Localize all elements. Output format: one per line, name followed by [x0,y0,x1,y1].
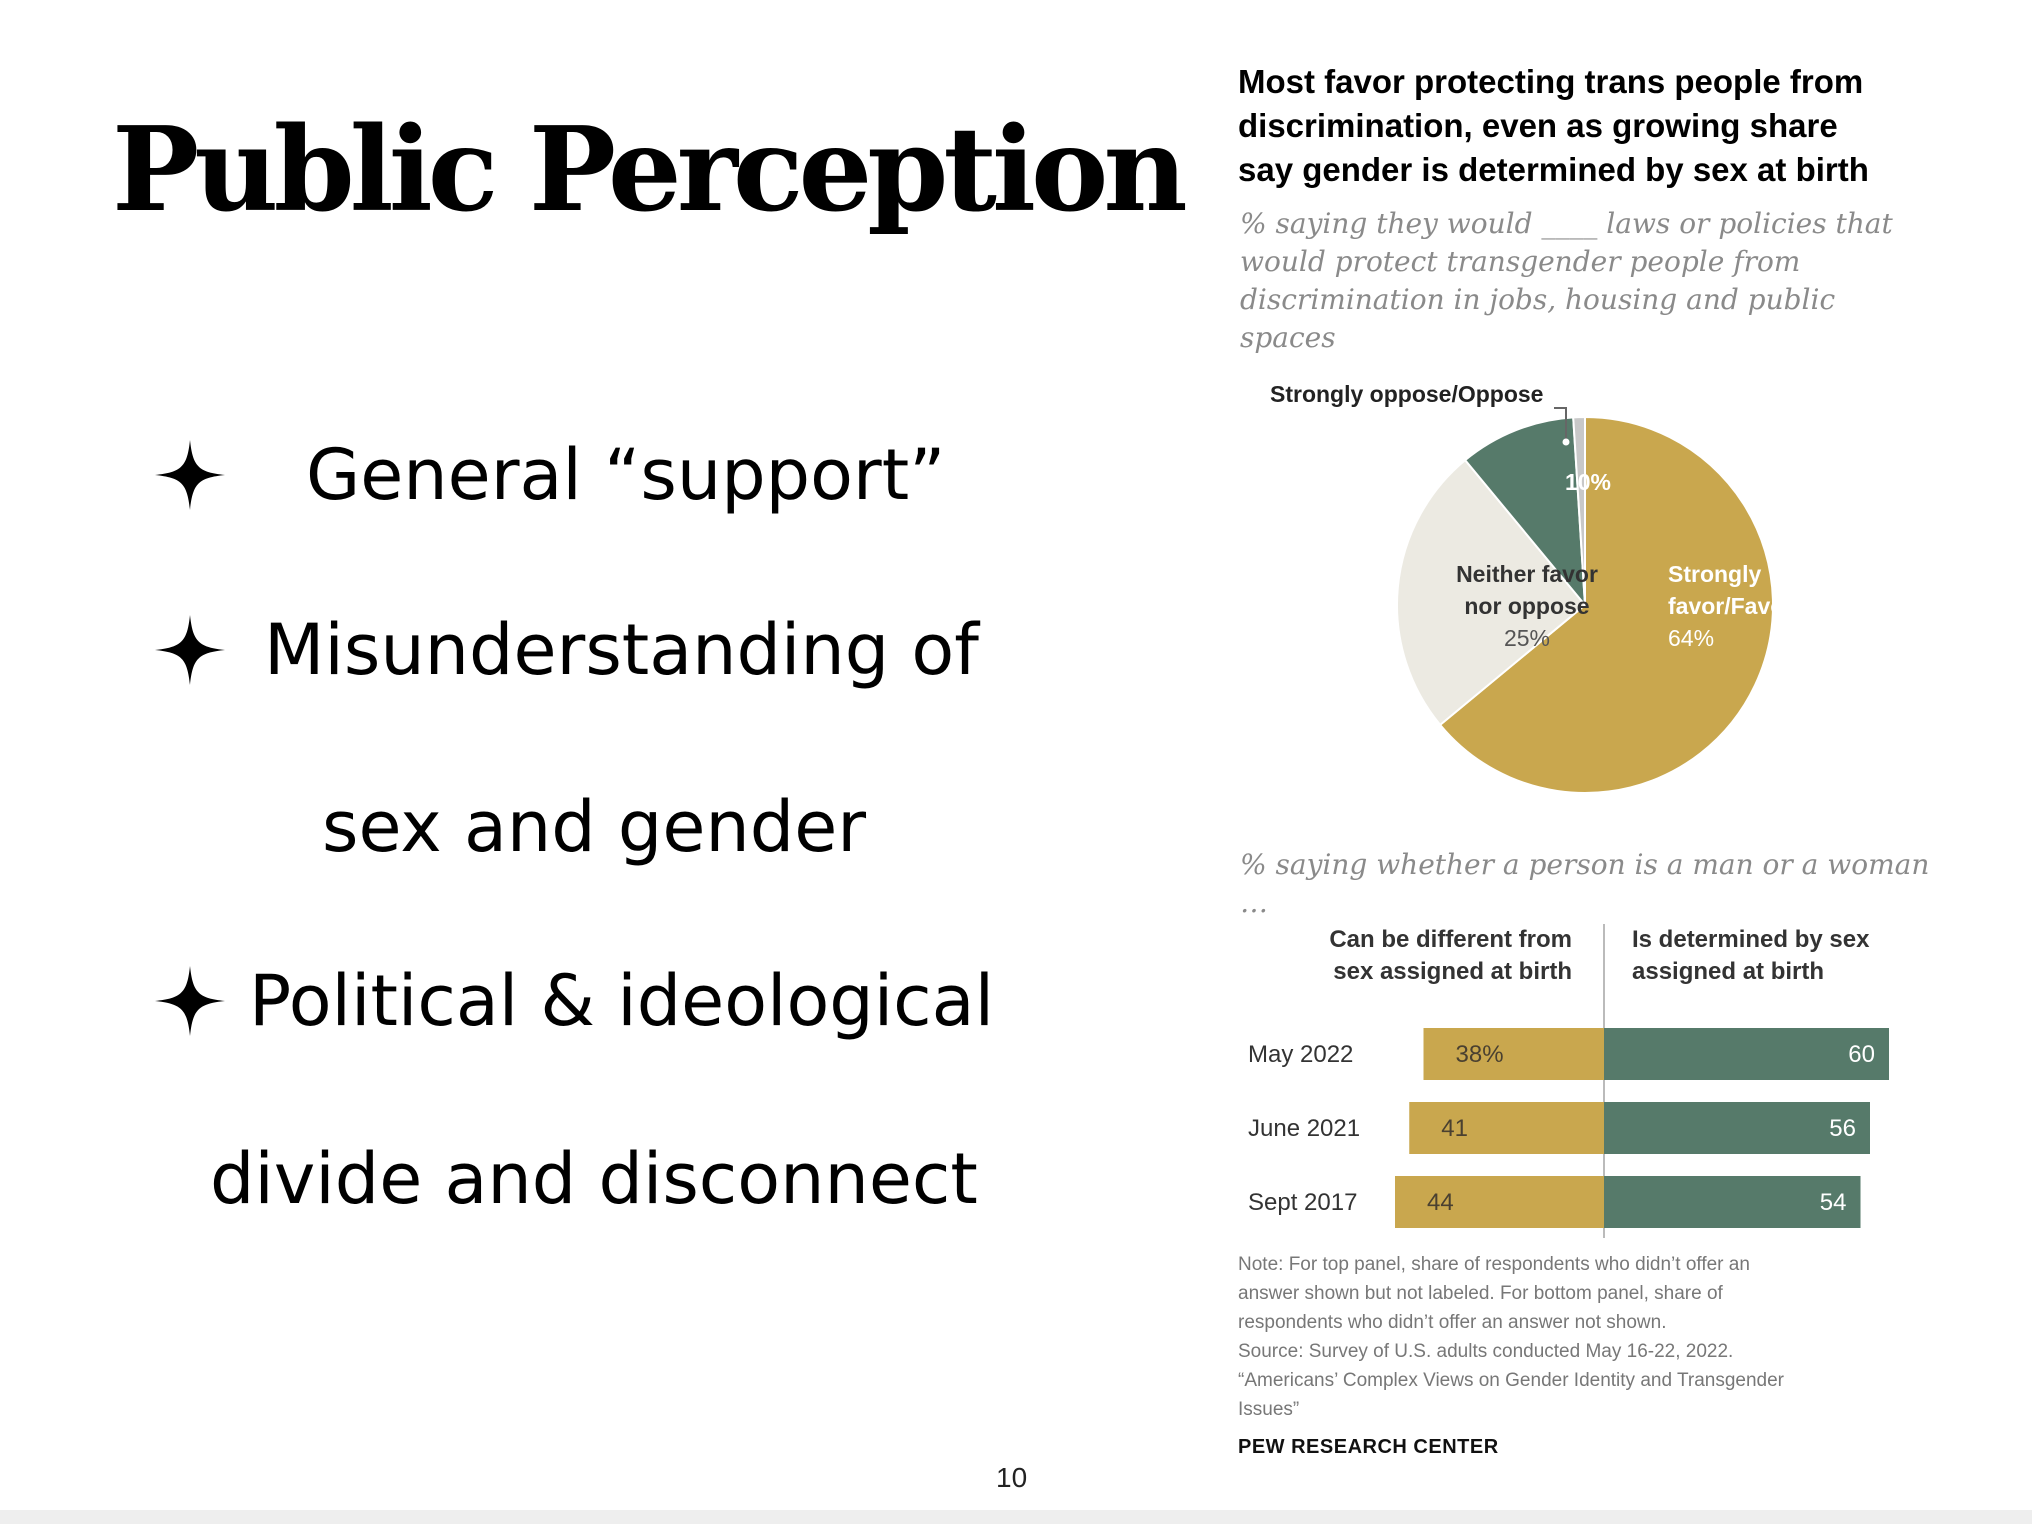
bar-right [1604,1028,1889,1080]
bullet-2-continuation: sex and gender [322,786,867,868]
star-bullet-icon [155,440,225,510]
bar-subtitle: % saying whether a person is a man or a … [1240,848,1930,919]
pie-subtitle-line: would protect transgender people from [1240,245,1801,278]
chart-title-line: discrimination, even as growing share [1238,107,1838,144]
bar-left-value: 41 [1441,1115,1468,1142]
note-line: Note: For top panel, share of respondent… [1238,1254,1750,1275]
pie-label-favor-2: favor/Favor [1668,593,1793,619]
leader-dot [1562,438,1570,446]
bullet-3-continuation: divide and disconnect [210,1138,978,1220]
star-bullet-icon [155,966,225,1036]
bar-header-left: Can be different from sex assigned at bi… [1296,924,1572,988]
note-line: answer shown but not labeled. For bottom… [1238,1283,1723,1304]
footer-bar [0,1510,2032,1524]
diverging-bar-chart: May 2022 38% 60 June 2021 41 56 Sept 2017 44 54 [1248,924,1889,1238]
bar-row-label: June 2021 [1248,1115,1360,1142]
bar-left [1423,1028,1604,1080]
pie-label-favor-1: Strongly [1668,561,1761,587]
bar-left [1409,1102,1604,1154]
note-line: Issues” [1238,1399,1300,1420]
note-line: Source: Survey of U.S. adults conducted … [1238,1341,1734,1362]
pie-slice-favor [1438,415,1774,794]
chart-title: Most favor protecting trans people from … [1238,60,1918,192]
bar-right [1604,1176,1861,1228]
chart-title-line: Most favor protecting trans people from [1238,63,1864,100]
bar-right-value: 60 [1848,1041,1875,1068]
slide-title: Public Perception [112,102,1188,238]
bar-header-right: Is determined by sex assigned at birth [1632,924,1922,988]
pie-slice-oppose [1463,416,1587,609]
pie-slice-no-answer [1572,415,1586,606]
pie-label-neither-2: nor oppose [1464,593,1589,619]
bar-header-left-line: Can be different from [1329,926,1572,953]
pie-label-neither-1: Neither favor [1456,561,1598,587]
pie-value-favor: 64% [1668,625,1714,651]
bar-right-value: 56 [1829,1115,1856,1142]
note-line: respondents who didn’t offer an answer n… [1238,1312,1667,1333]
bullet-1-text: General “support” [306,434,946,516]
bar-header-right-line: assigned at birth [1632,958,1825,985]
pie-subtitle-line: discrimination in jobs, housing and publ… [1240,283,1836,354]
pie-value-neither: 25% [1504,625,1550,651]
bar-left-value: 38% [1456,1041,1504,1068]
bar-header-left-line: sex assigned at birth [1333,958,1572,985]
pie-chart: Strongly oppose/Oppose 10% Neither favor… [1270,381,1793,794]
bar-header-right-line: Is determined by sex [1632,926,1870,953]
bar-left [1395,1176,1604,1228]
pie-subtitle: % saying they would ____ laws or policie… [1240,205,1920,357]
note-line: “Americans’ Complex Views on Gender Iden… [1238,1370,1784,1391]
pie-slice-neither [1396,458,1587,727]
star-bullet-icon [155,615,225,685]
bullet-2-text: Misunderstanding of [264,609,979,691]
pie-value-oppose: 10% [1565,469,1611,495]
bar-row-label: May 2022 [1248,1041,1353,1068]
bar-right-value: 54 [1820,1189,1847,1216]
bar-left-value: 44 [1427,1189,1454,1216]
bar-right [1604,1102,1870,1154]
pie-label-oppose: Strongly oppose/Oppose [1270,381,1543,407]
bullet-3-text: Political & ideological [249,960,995,1042]
page-number: 10 [996,1462,1028,1493]
chart-notes: Note: For top panel, share of respondent… [1238,1250,1898,1424]
bar-row-label: Sept 2017 [1248,1189,1357,1216]
leader-line [1554,407,1567,442]
chart-title-line: say gender is determined by sex at birth [1238,151,1869,188]
pie-subtitle-line: % saying they would ____ laws or policie… [1240,207,1893,240]
source-org: PEW RESEARCH CENTER [1238,1436,1499,1458]
